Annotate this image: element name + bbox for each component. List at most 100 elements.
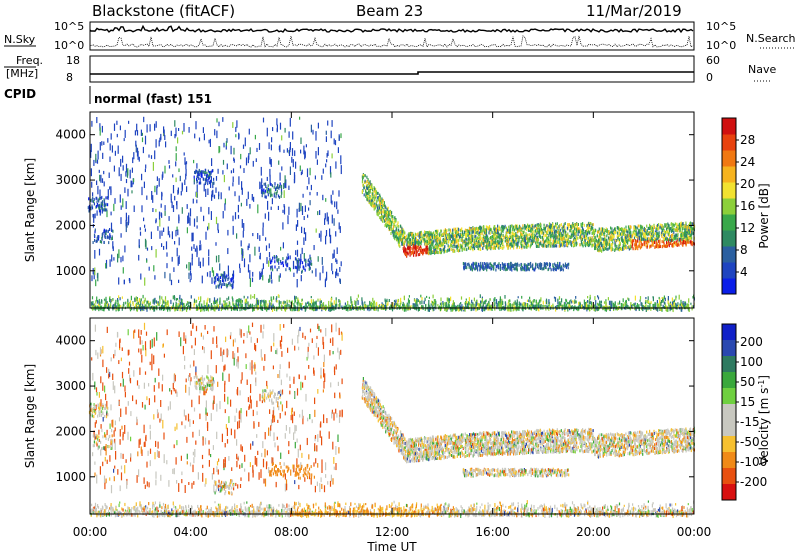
echo-mark: [640, 302, 642, 306]
echo-mark: [388, 299, 390, 302]
echo-mark: [455, 306, 457, 311]
echo-mark: [664, 223, 666, 227]
echo-mark: [587, 232, 589, 236]
echo-mark: [444, 234, 446, 238]
echo-mark: [435, 248, 437, 252]
echo-mark: [144, 297, 146, 302]
echo-mark: [465, 232, 467, 236]
echo-mark: [440, 297, 442, 302]
echo-mark: [448, 239, 450, 243]
echo-mark: [659, 301, 661, 306]
echo-mark: [563, 223, 565, 227]
echo-mark: [422, 248, 424, 252]
echo-mark: [485, 305, 487, 310]
echo-mark: [406, 237, 408, 241]
echo-mark: [482, 234, 485, 238]
echo-mark: [206, 307, 208, 311]
echo-mark: [655, 244, 657, 248]
echo-mark: [469, 238, 471, 242]
echo-mark: [517, 296, 519, 299]
echo-mark: [679, 226, 681, 230]
echo-mark: [393, 220, 395, 224]
echo-mark: [582, 228, 584, 232]
echo-mark: [286, 302, 288, 307]
echo-mark: [587, 226, 589, 230]
echo-mark: [638, 229, 640, 233]
echo-mark: [310, 296, 312, 299]
echo-mark: [497, 231, 499, 235]
echo-mark: [224, 304, 226, 308]
echo-mark: [277, 294, 279, 297]
echo-mark: [596, 303, 599, 306]
echo-mark: [658, 239, 660, 243]
echo-mark: [362, 183, 364, 187]
echo-mark: [102, 307, 104, 312]
echo-mark: [597, 295, 599, 298]
echo-mark: [362, 177, 364, 181]
echo-mark: [440, 241, 442, 245]
echo-mark: [261, 306, 264, 311]
echo-mark: [521, 235, 523, 239]
echo-mark: [550, 238, 552, 242]
echo-mark: [493, 230, 495, 234]
echo-mark: [439, 302, 442, 306]
echo-mark: [582, 222, 584, 226]
echo-mark: [585, 303, 587, 307]
echo-mark: [687, 306, 689, 311]
echo-mark: [543, 223, 545, 227]
echo-mark: [347, 300, 349, 306]
echo-mark: [561, 304, 563, 308]
echo-mark: [640, 224, 642, 228]
echo-mark: [105, 301, 107, 305]
echo-mark: [415, 233, 417, 237]
echo-mark: [523, 234, 525, 238]
echo-mark: [618, 241, 621, 245]
echo-mark: [523, 230, 525, 234]
echo-mark: [319, 300, 321, 305]
echo-mark: [140, 300, 142, 306]
echo-mark: [688, 238, 690, 242]
echo-mark: [606, 230, 608, 234]
echo-mark: [497, 229, 499, 233]
echo-mark: [641, 302, 643, 308]
echo-mark: [401, 238, 403, 241]
echo-mark: [559, 244, 561, 248]
echo-mark: [690, 225, 692, 228]
echo-mark: [389, 219, 391, 223]
echo-mark: [176, 303, 178, 308]
echo-mark: [486, 304, 488, 308]
echo-mark: [448, 245, 450, 249]
echo-mark: [614, 305, 616, 308]
echo-mark: [190, 295, 192, 299]
echo-mark: [214, 301, 216, 305]
echo-mark: [522, 244, 524, 248]
echo-mark: [370, 306, 372, 309]
echo-mark: [423, 235, 425, 239]
echo-mark: [418, 248, 420, 252]
echo-mark: [484, 235, 486, 239]
echo-mark: [485, 234, 487, 237]
echo-mark: [319, 298, 321, 303]
echo-mark: [472, 234, 474, 238]
echo-mark: [635, 230, 637, 234]
echo-mark: [574, 299, 576, 304]
echo-mark: [420, 294, 422, 298]
echo-mark: [547, 244, 549, 248]
echo-mark: [311, 307, 313, 311]
echo-mark: [471, 231, 473, 235]
echo-mark: [481, 232, 483, 236]
echo-mark: [396, 303, 398, 307]
echo-mark: [598, 227, 600, 231]
echo-mark: [572, 300, 574, 303]
echo-mark: [688, 307, 690, 312]
echo-mark: [670, 238, 672, 242]
echo-mark: [618, 306, 621, 309]
echo-mark: [544, 226, 547, 230]
echo-mark: [394, 235, 397, 239]
echo-mark: [420, 247, 422, 251]
echo-mark: [444, 230, 446, 234]
echo-mark: [616, 306, 618, 311]
echo-mark: [92, 305, 94, 309]
echo-mark: [574, 227, 576, 231]
echo-mark: [167, 302, 169, 307]
